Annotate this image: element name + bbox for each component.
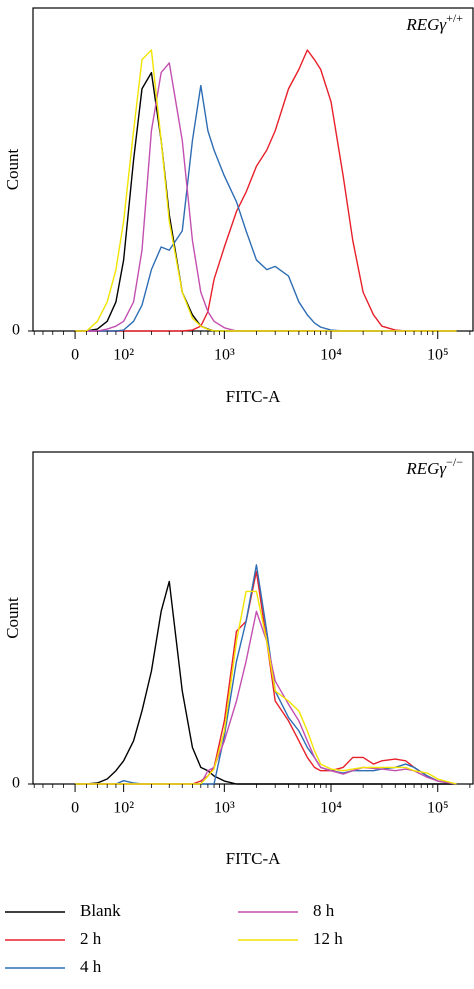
annotation-superscript: −/− <box>446 455 463 469</box>
histogram-line <box>75 71 457 332</box>
annotation-text: REGγ <box>405 459 447 478</box>
plot-frame <box>32 451 474 785</box>
histogram-line <box>75 570 457 785</box>
x-tick-label: 10² <box>113 800 134 817</box>
y-axis-label: Count <box>3 148 22 190</box>
histogram-line <box>75 84 457 332</box>
y-axis-label: Count <box>3 597 22 639</box>
legend-label: 8 h <box>313 901 335 920</box>
x-tick-label: 10⁴ <box>320 347 342 364</box>
histogram-line <box>75 49 457 332</box>
x-tick-label: 10⁵ <box>427 347 449 364</box>
x-tick-label: 0 <box>71 347 79 364</box>
x-tick-label: 0 <box>71 800 79 817</box>
annotation-text: REGγ <box>405 15 447 34</box>
x-tick-label: 10³ <box>214 347 235 364</box>
x-tick-label: 10² <box>113 347 134 364</box>
annotation: REGγ+/+ <box>405 11 463 34</box>
histogram-line <box>75 564 457 785</box>
legend-label: Blank <box>80 901 121 920</box>
legend-label: 2 h <box>80 929 102 948</box>
annotation: REGγ−/− <box>405 455 463 478</box>
y-tick-label: 0 <box>12 775 20 792</box>
x-tick-label: 10³ <box>214 800 235 817</box>
histogram-line <box>75 580 457 785</box>
y-tick-label: 0 <box>12 322 20 339</box>
x-tick-label: 10⁴ <box>320 800 342 817</box>
histogram-line <box>75 590 457 785</box>
histogram-line <box>75 62 457 332</box>
histogram-line <box>75 49 457 332</box>
annotation-superscript: +/+ <box>446 11 463 25</box>
x-tick-label: 10⁵ <box>427 800 449 817</box>
chart: 0 10² 10³ 10⁴ 10⁵ 0 FITC-A Count REGγ−/− <box>3 451 474 868</box>
legend-label: 4 h <box>80 957 102 976</box>
legend-label: 12 h <box>313 929 343 948</box>
x-axis-label: FITC-A <box>226 387 282 406</box>
plot-frame <box>32 7 474 332</box>
chart: 0 10² 10³ 10⁴ 10⁵ 0 FITC-A Count REGγ+/+ <box>3 7 474 406</box>
x-axis-label: FITC-A <box>226 849 282 868</box>
